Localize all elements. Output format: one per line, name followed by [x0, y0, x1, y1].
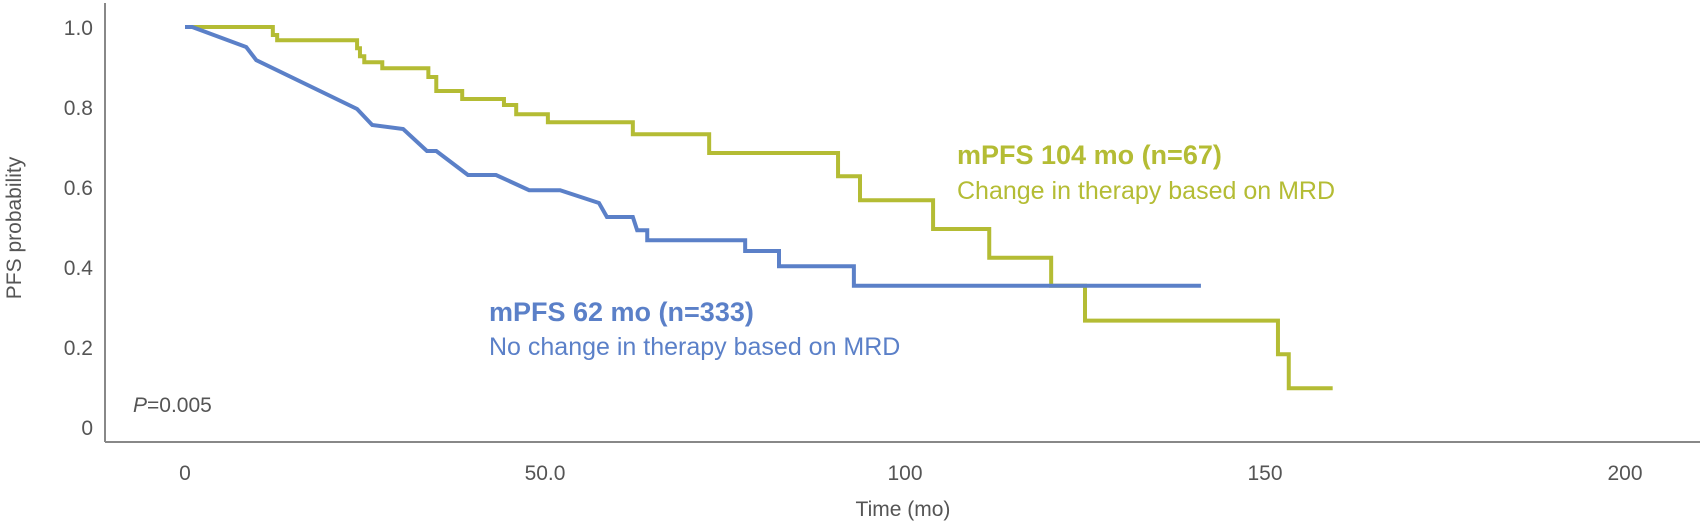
legend-blue-title: mPFS 62 mo (n=333) [489, 297, 754, 327]
p-value-annotation: P=0.005 [133, 394, 212, 417]
series-no-change-curve [185, 25, 1201, 288]
p-value: =0.005 [147, 394, 212, 417]
x-axis-label: Time (mo) [856, 498, 951, 521]
y-tick-label: 0.2 [64, 337, 93, 360]
y-tick-label: 0.4 [64, 257, 94, 280]
x-tick-label: 100 [887, 462, 922, 485]
legend-blue-subtitle: No change in therapy based on MRD [489, 333, 900, 361]
x-tick-label: 50.0 [525, 462, 566, 485]
legend-green-subtitle: Change in therapy based on MRD [957, 177, 1335, 205]
y-tick-label: 1.0 [64, 17, 93, 40]
y-axis-label: PFS probability [3, 156, 26, 299]
x-tick-label: 0 [179, 462, 191, 485]
y-tick-label: 0.8 [64, 97, 93, 120]
series-change-in-therapy-curve [185, 25, 1333, 391]
y-tick-label: 0 [81, 417, 93, 440]
x-tick-label: 200 [1607, 462, 1642, 485]
legend-green-title: mPFS 104 mo (n=67) [957, 140, 1222, 170]
x-tick-label: 150 [1247, 462, 1282, 485]
y-tick-label: 0.6 [64, 177, 93, 200]
p-label: P [133, 394, 147, 417]
